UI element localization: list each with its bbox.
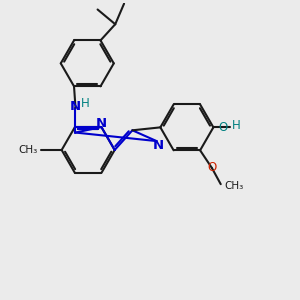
Text: N: N	[69, 100, 80, 113]
Text: N: N	[152, 139, 164, 152]
Text: CH₃: CH₃	[18, 145, 38, 155]
Text: O: O	[218, 121, 227, 134]
Text: CH₃: CH₃	[224, 181, 244, 190]
Text: H: H	[80, 98, 89, 110]
Text: N: N	[96, 117, 107, 130]
Text: O: O	[207, 161, 217, 175]
Text: H: H	[232, 119, 241, 132]
